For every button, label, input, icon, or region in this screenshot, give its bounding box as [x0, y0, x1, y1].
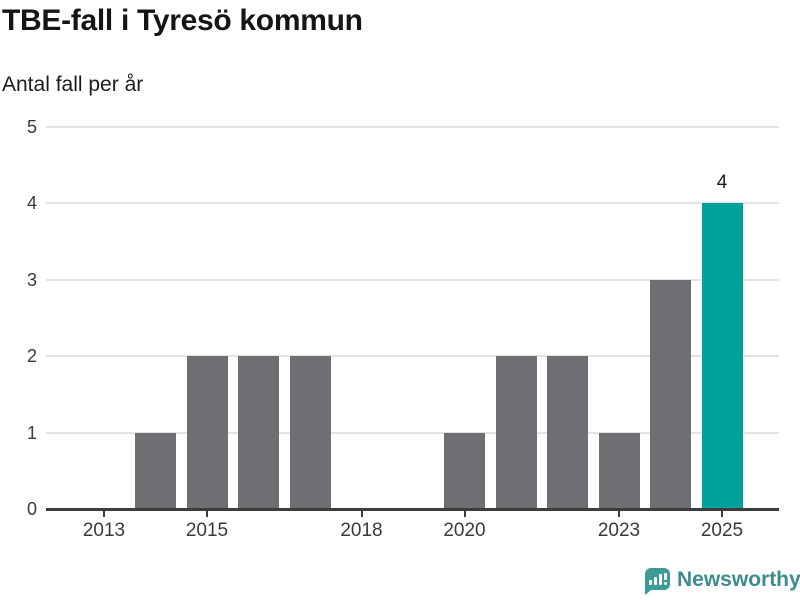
- logo-bar-short: [648, 580, 652, 585]
- y-tick-label-5: 5: [26, 116, 37, 137]
- x-tick-label-2020: 2020: [443, 520, 486, 541]
- x-tick-2018: [360, 511, 363, 517]
- logo-exclamation-icon: [663, 573, 667, 585]
- x-tick-2020: [463, 511, 466, 517]
- bar-2014: [135, 432, 176, 509]
- y-tick-label-0: 0: [26, 499, 37, 519]
- y-tick-label-4: 4: [26, 193, 37, 213]
- gridline-3: [46, 278, 779, 281]
- bar-2021: [495, 356, 537, 509]
- bar-2015: [186, 356, 228, 509]
- y-tick-label-2: 2: [26, 346, 37, 366]
- bar-2023: [598, 432, 640, 509]
- gridline-1: [46, 431, 779, 434]
- x-tick-label-2015: 2015: [185, 520, 229, 541]
- bar-value-label-2025: 4: [716, 172, 728, 193]
- x-tick-label-2018: 2018: [340, 520, 383, 541]
- logo-bar-medium: [653, 577, 657, 585]
- gridline-5: [46, 125, 779, 128]
- bar-2022: [547, 356, 588, 509]
- newsworthy-logo-text: Newsworthy: [677, 568, 800, 591]
- chart-subtitle: Antal fall per år: [2, 73, 144, 96]
- gridline-4: [46, 202, 779, 204]
- chart-title: TBE-fall i Tyresö kommun: [2, 4, 363, 37]
- gridline-2: [46, 355, 779, 357]
- x-axis-line: [46, 507, 779, 511]
- y-tick-label-3: 3: [26, 269, 37, 290]
- y-tick-label-1: 1: [26, 422, 37, 443]
- x-tick-2025: [721, 511, 723, 517]
- x-tick-2015: [206, 511, 208, 517]
- x-tick-2013: [103, 511, 105, 517]
- bar-2024: [650, 279, 691, 509]
- bar-chart-plot-area: 0 1 2 3 4 5 2013 2015 2018 2020 2023 2025 4: [26, 116, 779, 541]
- logo-bar-tall: [658, 574, 662, 585]
- x-tick-label-2025: 2025: [700, 520, 744, 541]
- x-tick-label-2013: 2013: [82, 520, 126, 541]
- bar-2020: [444, 432, 485, 509]
- bar-2016: [238, 356, 279, 509]
- x-tick-2023: [618, 511, 620, 517]
- newsworthy-logo-icon: [645, 568, 670, 595]
- bar-2025: [701, 203, 743, 509]
- x-tick-label-2023: 2023: [597, 520, 641, 541]
- bar-2017: [289, 356, 331, 509]
